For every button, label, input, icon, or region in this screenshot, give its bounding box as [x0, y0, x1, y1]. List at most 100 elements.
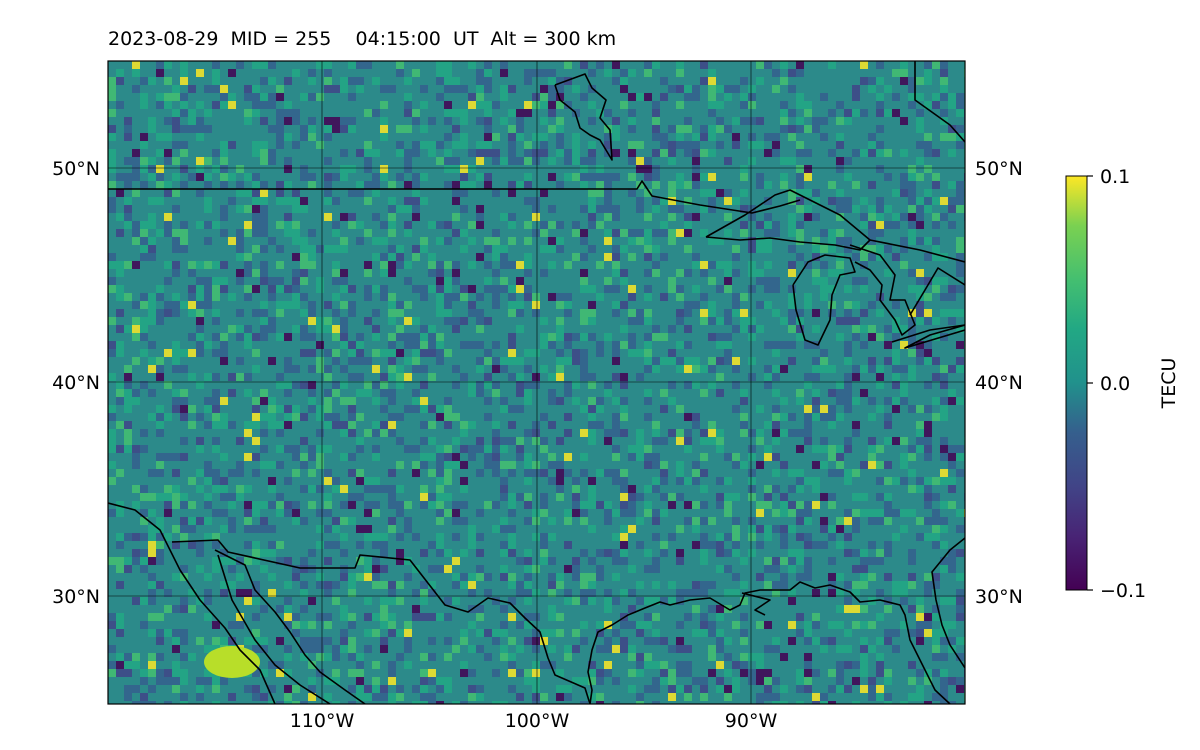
tec-pixel	[556, 149, 564, 157]
tec-pixel	[412, 189, 420, 197]
tec-pixel	[436, 341, 444, 349]
tec-pixel	[396, 437, 404, 445]
tec-pixel	[892, 581, 900, 589]
canada-east-coast	[914, 61, 965, 143]
tec-pixel	[924, 517, 932, 525]
tec-pixel	[700, 317, 708, 325]
tec-pixel	[364, 389, 372, 397]
tec-pixel	[828, 405, 836, 413]
tec-pixel	[596, 397, 604, 405]
tec-pixel	[420, 701, 428, 704]
tec-pixel	[900, 325, 908, 333]
tec-pixel	[116, 445, 124, 453]
tec-pixel	[580, 157, 588, 165]
tec-pixel	[276, 429, 284, 437]
tec-pixel	[244, 285, 252, 293]
tec-pixel	[468, 693, 476, 701]
tec-pixel	[588, 405, 596, 413]
tec-pixel	[948, 317, 956, 325]
tec-pixel	[508, 597, 516, 605]
tec-pixel	[252, 549, 260, 557]
tec-pixel	[332, 541, 340, 549]
tec-pixel	[324, 173, 332, 181]
tec-pixel	[756, 501, 764, 509]
tec-pixel	[612, 373, 620, 381]
tec-pixel	[540, 509, 548, 517]
tec-pixel	[644, 365, 652, 373]
tec-pixel	[148, 253, 156, 261]
tec-pixel	[316, 461, 324, 469]
tec-pixel	[628, 229, 636, 237]
tec-pixel	[412, 701, 420, 704]
tec-pixel	[460, 85, 468, 93]
tec-pixel	[420, 245, 428, 253]
tec-pixel	[380, 597, 388, 605]
tec-pixel	[804, 557, 812, 565]
tec-pixel	[892, 589, 900, 597]
tec-pixel	[644, 565, 652, 573]
tec-pixel	[220, 157, 228, 165]
tec-pixel	[292, 453, 300, 461]
tec-pixel	[620, 477, 628, 485]
tec-pixel	[372, 685, 380, 693]
tec-pixel	[540, 413, 548, 421]
tec-pixel	[740, 317, 748, 325]
tec-pixel	[740, 165, 748, 173]
tec-pixel	[900, 213, 908, 221]
tec-pixel	[356, 373, 364, 381]
tec-pixel	[236, 333, 244, 341]
tec-pixel	[612, 597, 620, 605]
tec-pixel	[604, 133, 612, 141]
tec-pixel	[172, 141, 180, 149]
tec-pixel	[500, 61, 508, 69]
tec-pixel	[588, 157, 596, 165]
tec-pixel	[596, 549, 604, 557]
tec-pixel	[660, 333, 668, 341]
tec-pixel	[652, 597, 660, 605]
tec-pixel	[948, 293, 956, 301]
tec-pixel	[612, 309, 620, 317]
tec-pixel	[836, 621, 844, 629]
tec-pixel	[780, 685, 788, 693]
tec-pixel	[868, 453, 876, 461]
tec-pixel	[724, 341, 732, 349]
tec-pixel	[388, 261, 396, 269]
tec-pixel	[364, 557, 372, 565]
tec-pixel	[508, 85, 516, 93]
tec-pixel	[388, 301, 396, 309]
tec-pixel	[628, 605, 636, 613]
tec-pixel	[804, 669, 812, 677]
tec-pixel	[332, 517, 340, 525]
tec-pixel	[836, 229, 844, 237]
tec-pixel	[844, 245, 852, 253]
tec-pixel	[556, 581, 564, 589]
tec-pixel	[892, 437, 900, 445]
tec-pixel	[780, 173, 788, 181]
tec-pixel	[132, 549, 140, 557]
tec-pixel	[940, 677, 948, 685]
tec-pixel	[484, 181, 492, 189]
tec-pixel	[828, 421, 836, 429]
tec-pixel	[492, 421, 500, 429]
tec-pixel	[548, 533, 556, 541]
tec-pixel	[148, 413, 156, 421]
tec-pixel	[908, 213, 916, 221]
tec-pixel	[892, 629, 900, 637]
tec-pixel	[356, 685, 364, 693]
tec-pixel	[732, 309, 740, 317]
tec-pixel	[116, 669, 124, 677]
tec-pixel	[716, 285, 724, 293]
tec-pixel	[404, 661, 412, 669]
tec-pixel	[396, 69, 404, 77]
tec-pixel	[596, 629, 604, 637]
tec-pixel	[212, 389, 220, 397]
tec-pixel	[948, 677, 956, 685]
tec-pixel	[260, 389, 268, 397]
tec-pixel	[788, 557, 796, 565]
tec-pixel	[476, 309, 484, 317]
tec-pixel	[452, 701, 460, 704]
tec-pixel	[372, 565, 380, 573]
tec-pixel	[396, 381, 404, 389]
tec-pixel	[612, 453, 620, 461]
tec-pixel	[548, 397, 556, 405]
